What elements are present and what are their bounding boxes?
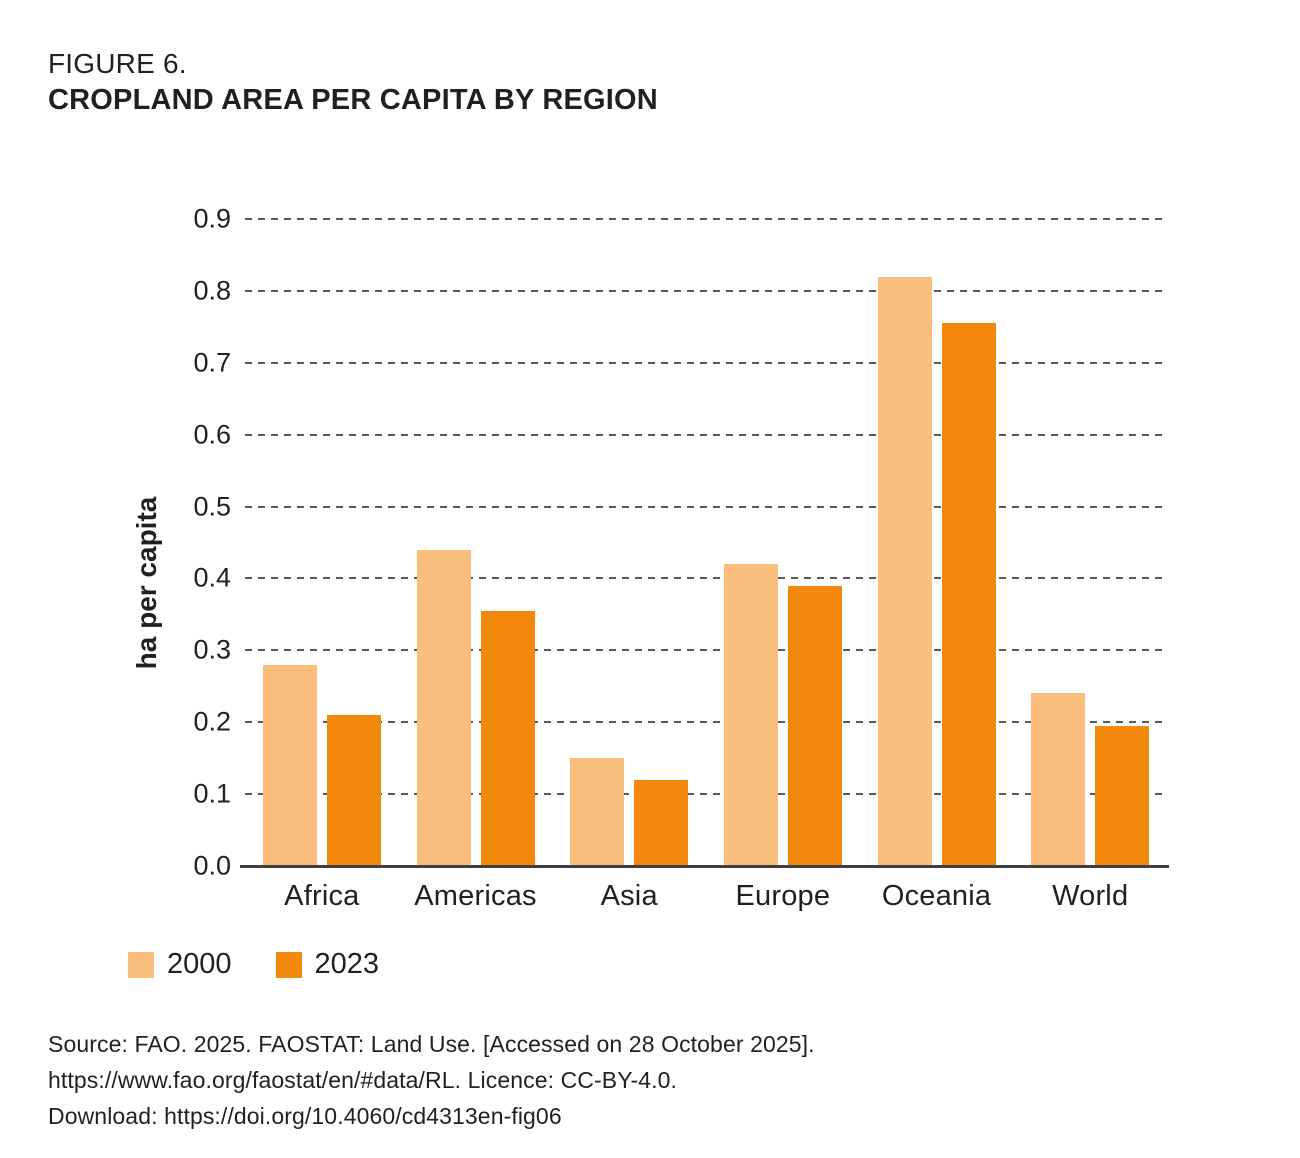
figure-header: FIGURE 6. CROPLAND AREA PER CAPITA BY RE… xyxy=(48,46,658,118)
bar-group-world xyxy=(1013,219,1167,866)
y-tick-label-0.6: 0.6 xyxy=(193,419,231,450)
source-text: Source: FAO. 2025. FAOSTAT: Land Use. [A… xyxy=(48,1026,815,1134)
bar-2023-europe xyxy=(787,585,842,866)
y-tick-label-0.7: 0.7 xyxy=(193,347,231,378)
bar-2000-europe xyxy=(723,564,778,866)
bar-group-europe xyxy=(706,219,860,866)
gridline-0.4 xyxy=(245,577,1167,580)
bar-2000-oceania xyxy=(877,276,932,866)
gridline-0.8 xyxy=(245,289,1167,292)
x-tick-label-oceania: Oceania xyxy=(881,880,992,912)
legend-swatch-2023 xyxy=(275,951,302,978)
bar-group-americas xyxy=(399,219,553,866)
y-tick-label-0.1: 0.1 xyxy=(193,778,231,809)
bar-2023-africa xyxy=(326,715,381,866)
gridline-0.6 xyxy=(245,433,1167,436)
y-tick-label-0.4: 0.4 xyxy=(193,562,231,593)
bar-2000-world xyxy=(1031,693,1086,866)
bar-group-oceania xyxy=(860,219,1014,866)
gridline-0.7 xyxy=(245,361,1167,364)
legend: 2000 2023 xyxy=(128,948,379,981)
gridline-0.5 xyxy=(245,505,1167,508)
gridline-0.1 xyxy=(245,793,1167,796)
y-tick-label-0.3: 0.3 xyxy=(193,634,231,665)
y-tick-label-0.9: 0.9 xyxy=(193,203,231,234)
bar-2000-africa xyxy=(262,664,317,866)
plot-area: 0.0 0.1 0.2 0.3 0.4 0.5 0.6 0.7 0.8 0.9 xyxy=(193,204,1169,881)
x-tick-label-world: World xyxy=(1052,880,1129,912)
bar-2023-asia xyxy=(634,779,689,866)
x-axis-labels: Africa Americas Asia Europe Oceania World xyxy=(245,880,1167,913)
bar-group-africa xyxy=(245,219,399,866)
figure-title: CROPLAND AREA PER CAPITA BY REGION xyxy=(48,84,658,116)
y-tick-label-0.2: 0.2 xyxy=(193,706,231,737)
x-axis-line xyxy=(240,865,1169,868)
bar-2023-oceania xyxy=(941,323,996,866)
figure-label: FIGURE 6. xyxy=(48,48,187,79)
x-tick-label-americas: Americas xyxy=(414,880,537,912)
gridline-0.2 xyxy=(245,721,1167,724)
legend-label-2023: 2023 xyxy=(314,948,380,980)
bars-row xyxy=(245,219,1167,866)
legend-item-2000: 2000 xyxy=(128,948,232,981)
source-line-2: https://www.fao.org/faostat/en/#data/RL.… xyxy=(48,1067,678,1093)
y-axis-title: ha per capita xyxy=(131,496,162,670)
source-line-1: Source: FAO. 2025. FAOSTAT: Land Use. [A… xyxy=(48,1031,815,1057)
y-tick-label-0.5: 0.5 xyxy=(193,491,231,522)
y-tick-label-0.0: 0.0 xyxy=(193,850,231,881)
x-tick-label-asia: Asia xyxy=(600,880,658,912)
gridline-0.3 xyxy=(245,649,1167,652)
legend-swatch-2000 xyxy=(128,951,154,978)
legend-label-2000: 2000 xyxy=(167,948,232,980)
bar-2023-americas xyxy=(480,610,535,866)
bar-2023-world xyxy=(1095,725,1150,866)
bar-2000-americas xyxy=(416,549,471,866)
bar-group-asia xyxy=(552,219,706,866)
y-tick-label-0.8: 0.8 xyxy=(193,275,231,306)
x-tick-label-europe: Europe xyxy=(735,880,831,912)
legend-item-2023: 2023 xyxy=(275,948,380,981)
gridline-0.9 xyxy=(245,218,1167,220)
bar-2000-asia xyxy=(570,758,625,866)
source-line-3: Download: https://doi.org/10.4060/cd4313… xyxy=(48,1103,562,1129)
x-tick-label-africa: Africa xyxy=(284,880,360,912)
